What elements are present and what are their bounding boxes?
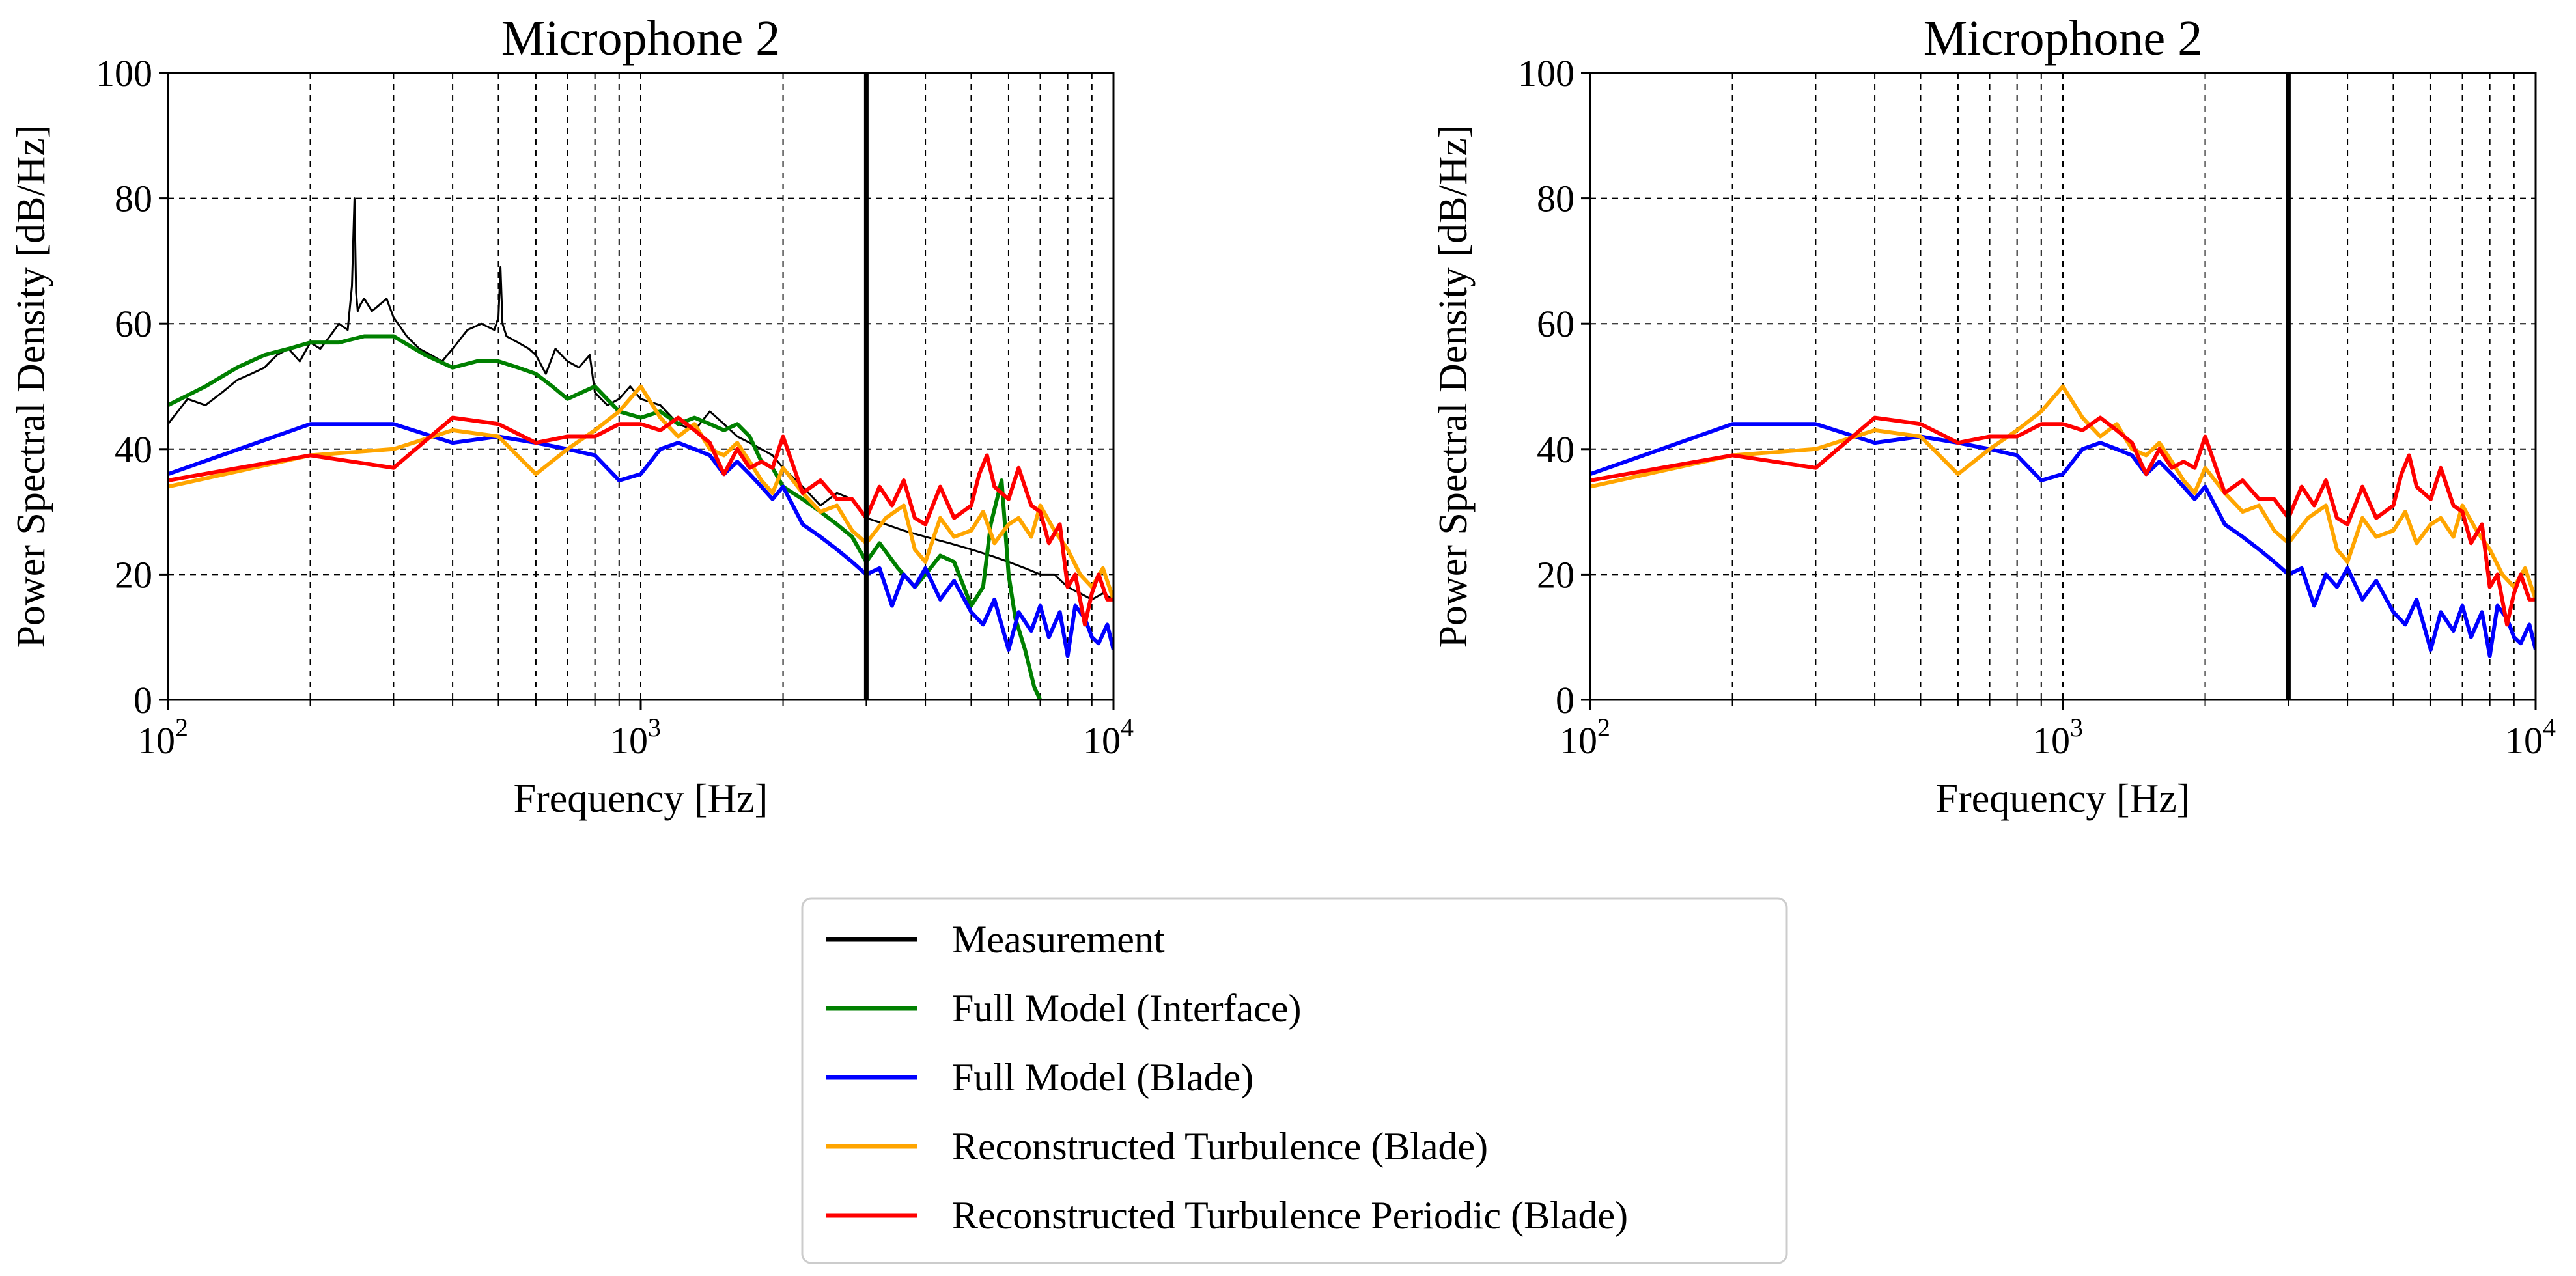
x-tick-label: 103 [2032,713,2083,762]
y-tick-label: 100 [96,52,152,94]
y-tick-label: 100 [1518,52,1575,94]
y-tick-label: 20 [1537,553,1575,596]
legend: Measurement Full Model (Interface) Full Mo… [801,897,1788,1264]
legend-label: Reconstructed Turbulence Periodic (Blade… [952,1194,1628,1237]
legend-label: Full Model (Blade) [952,1056,1253,1099]
chart-title: Microphone 2 [1924,11,2202,66]
right-chart: 0 20 40 60 80 100 102 103 104 Microphone 2 Frequen… [1431,11,2556,821]
chart-title: Microphone 2 [501,11,780,66]
x-tick-label: 102 [1560,713,1610,762]
x-axis-label: Frequency [Hz] [514,777,768,821]
x-tick-label: 102 [137,713,188,762]
x-tick-label: 104 [1083,713,1134,762]
x-tick-label: 104 [2505,713,2556,762]
x-axis-label: Frequency [Hz] [1936,777,2191,821]
series-line-reconstructed-turbulence-blade [1590,384,2536,600]
series-line-full-model-blade [168,422,1113,658]
y-tick-label: 40 [1537,428,1575,471]
y-tick-label: 40 [115,428,152,471]
legend-label: Measurement [952,918,1165,961]
series-line-measurement [168,197,1113,601]
y-tick-label: 80 [1537,178,1575,220]
x-tick-label: 103 [610,713,661,762]
y-axis-label: Power Spectral Density [dB/Hz] [9,124,53,648]
legend-frame [801,897,1788,1264]
y-axis-label: Power Spectral Density [dB/Hz] [1431,124,1476,648]
y-tick-label: 0 [1556,679,1575,721]
legend-label: Full Model (Interface) [952,987,1301,1030]
y-tick-label: 80 [115,178,152,220]
series-line-full-model-blade [1590,422,2536,658]
y-tick-label: 20 [115,553,152,596]
y-tick-label: 0 [133,679,152,721]
y-tick-label: 60 [115,303,152,345]
legend-label: Reconstructed Turbulence (Blade) [952,1125,1488,1168]
left-chart: 0 20 40 60 80 100 102 103 104 Microphone 2 Frequen… [9,11,1134,821]
series-line-reconstructed-turbulence-blade [168,384,1113,600]
y-tick-label: 60 [1537,303,1575,345]
series-line-full-model-interface [168,334,1043,700]
